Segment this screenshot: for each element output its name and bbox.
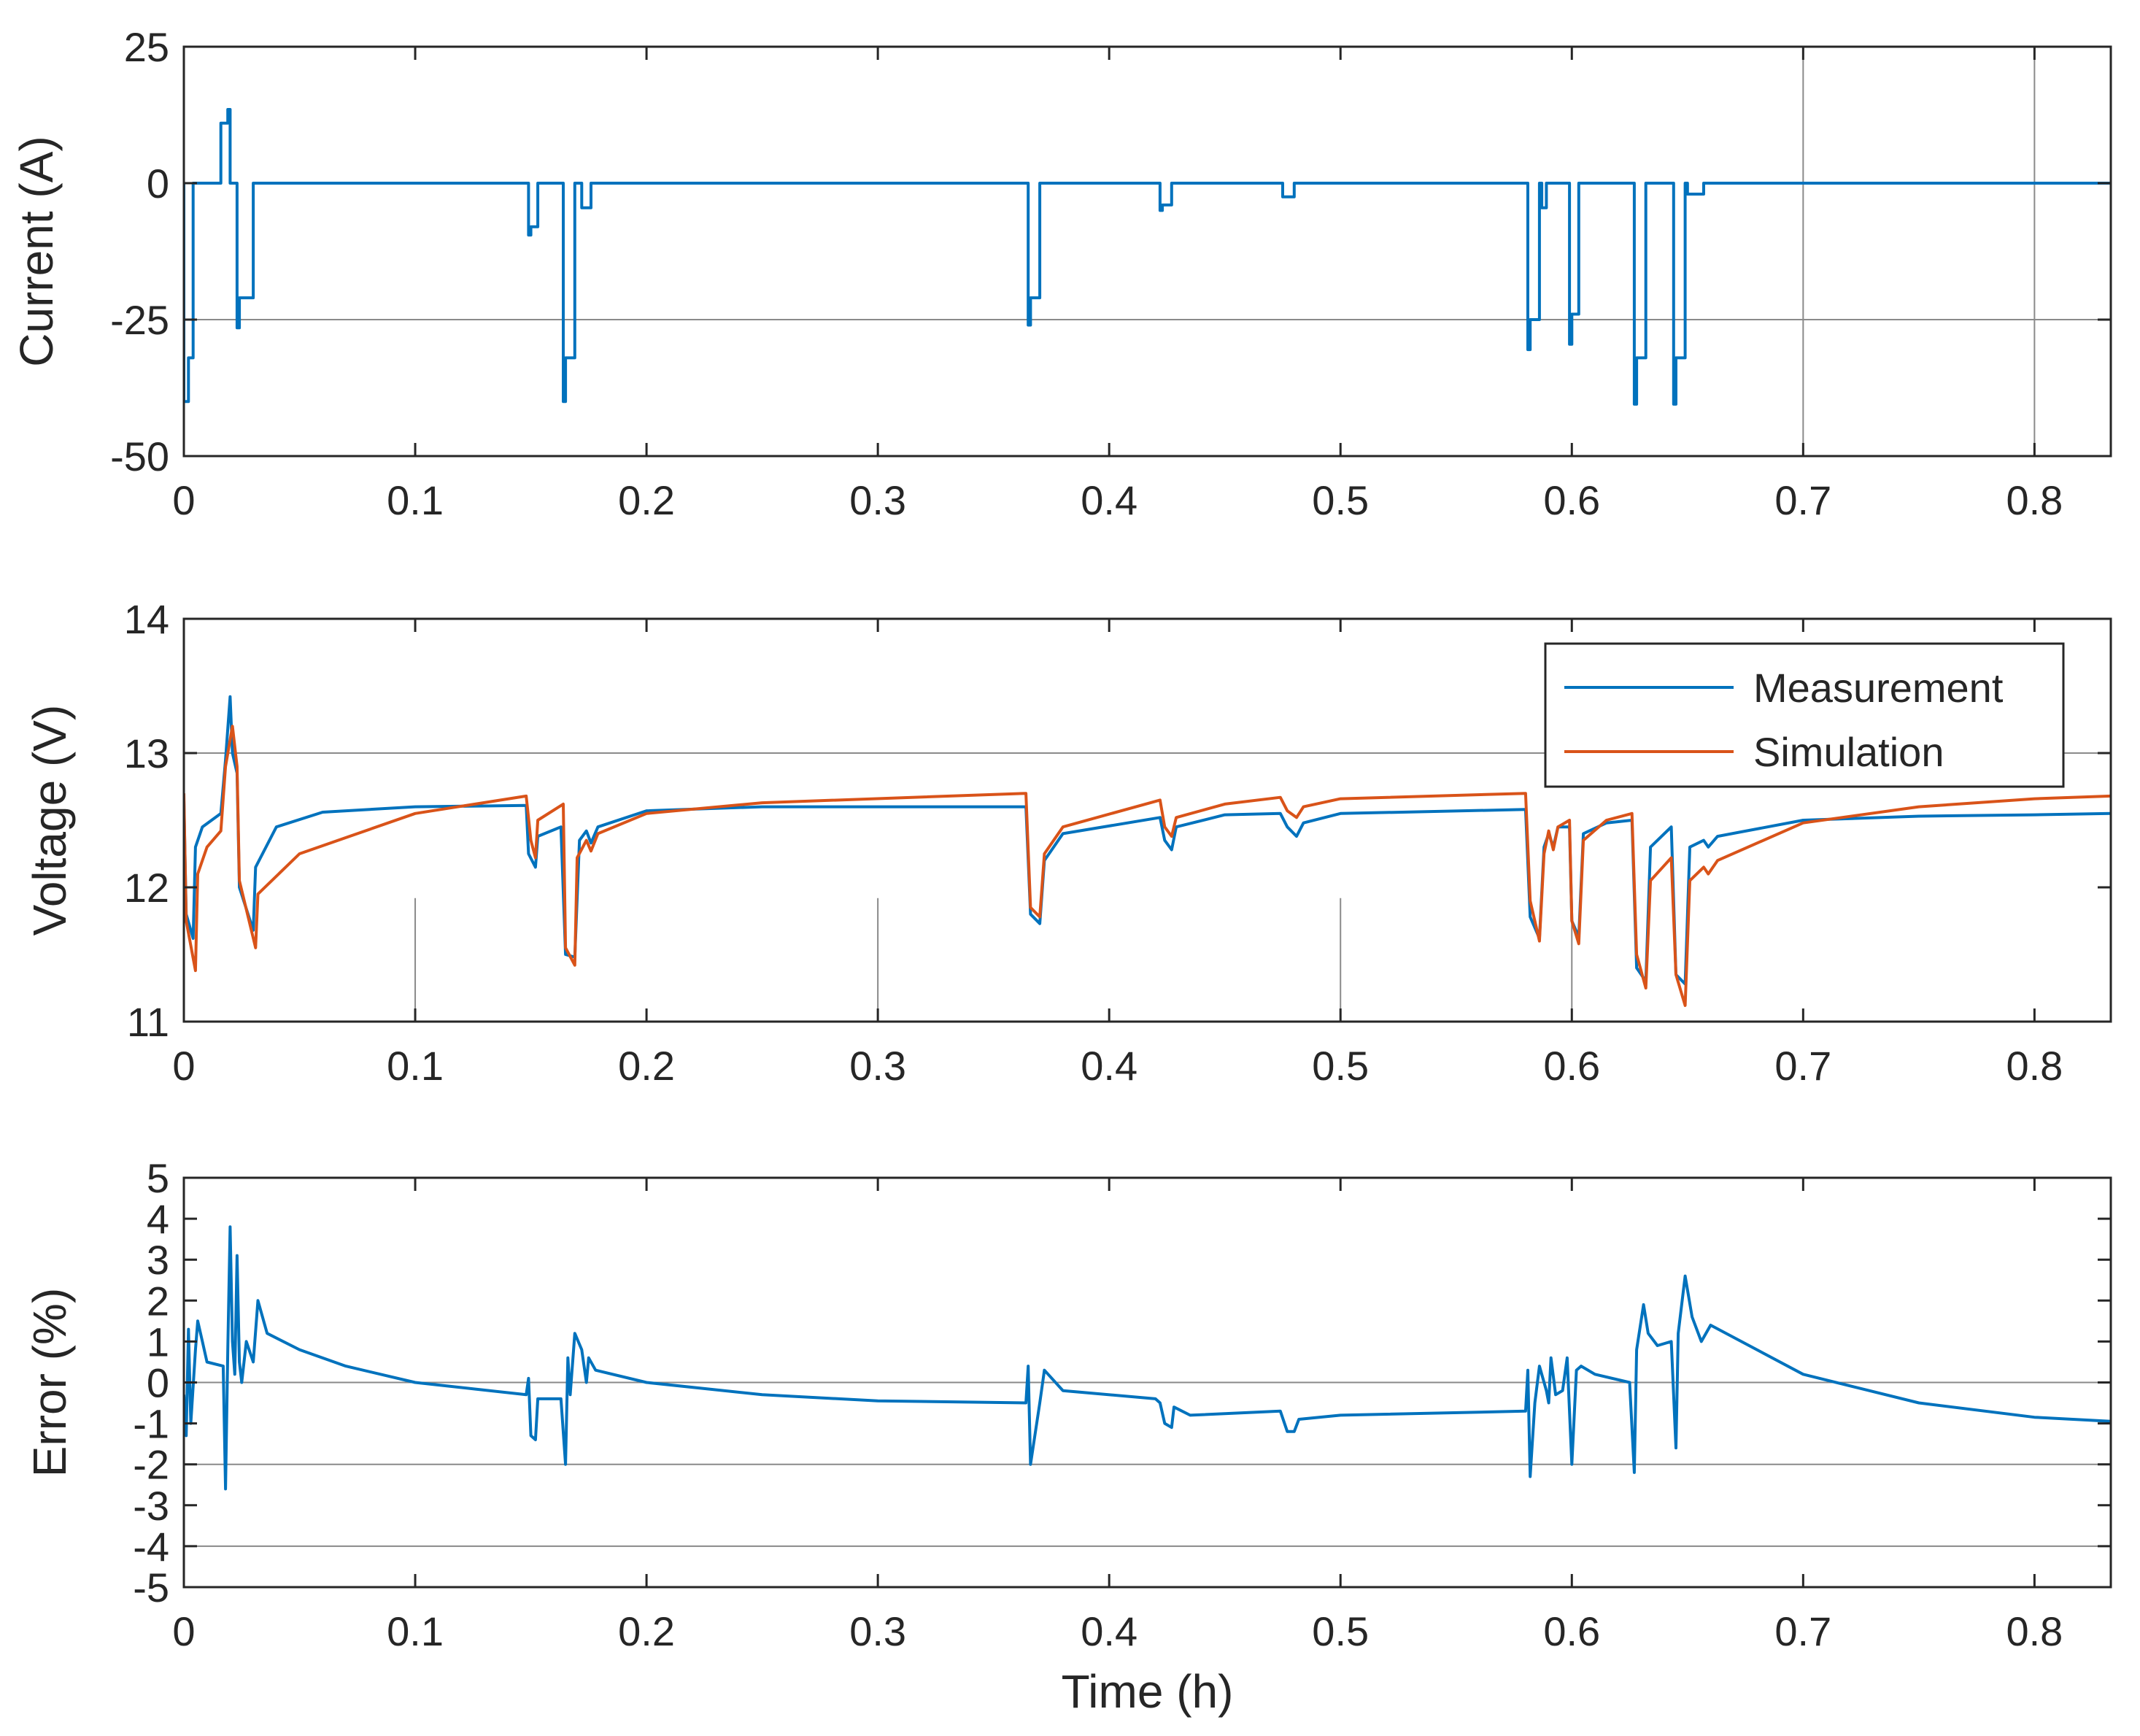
y-axis-label: Current (A) (10, 136, 63, 367)
chart-panel-2: 0 0.1 0.2 0.3 0.4 0.5 0.6 0.7 0.8 11 12 13 14 Voltage… (23, 596, 2112, 1089)
x-tick-label: 0.8 (2006, 1608, 2063, 1654)
series-line-error (184, 1225, 2111, 1491)
y-axis-label: Voltage (V) (23, 705, 76, 936)
x-tick-label: 0.6 (1543, 1608, 1600, 1654)
legend-box (1544, 642, 2065, 788)
y-tick-label: -5 (133, 1565, 169, 1610)
series-line-simulation (184, 725, 2111, 1007)
axes-box (182, 45, 2112, 458)
legend-label: Simulation (1753, 729, 1944, 775)
axes-box (182, 617, 2112, 1023)
x-tick-label: 0.3 (849, 1608, 906, 1654)
y-tick-label: 11 (127, 999, 169, 1045)
x-tick-label: 0.8 (2006, 1043, 2063, 1089)
y-tick-label: 13 (124, 730, 169, 776)
x-tick-label: 0.7 (1774, 477, 1831, 523)
y-tick-label: 5 (147, 1155, 169, 1201)
x-tick-label: 0.2 (618, 1043, 675, 1089)
x-tick-label: 0.8 (2006, 477, 2063, 523)
chart-panel-3: 0 0.1 0.2 0.3 0.4 0.5 0.6 0.7 0.8-5-4-3-2-101234… (23, 1155, 2112, 1718)
chart-panel-1: 0 0.1 0.2 0.3 0.4 0.5 0.6 0.7 0.8 -50 -25 0 25 Curren… (10, 24, 2112, 523)
x-tick-label: 0.1 (387, 1608, 444, 1654)
y-tick-label: 12 (124, 865, 169, 911)
y-tick-label: 25 (124, 24, 169, 70)
legend-label: Measurement (1753, 665, 2004, 711)
x-tick-label: 0.6 (1543, 477, 1600, 523)
y-tick-label: -25 (110, 297, 169, 343)
y-tick-label: -50 (110, 433, 169, 479)
x-tick-label: 0 (172, 477, 195, 523)
x-tick-label: 0.3 (849, 477, 906, 523)
x-tick-label: 0.5 (1312, 1043, 1369, 1089)
x-tick-label: 0.4 (1081, 1608, 1137, 1654)
x-axis-label: Time (h) (1062, 1665, 1234, 1718)
y-axis-label: Error (%) (23, 1288, 76, 1478)
y-tick-label: -2 (133, 1442, 169, 1488)
y-tick-label: -3 (133, 1483, 169, 1529)
x-tick-label: 0.6 (1543, 1043, 1600, 1089)
x-tick-label: 0 (172, 1043, 195, 1089)
y-tick-label: -1 (133, 1401, 169, 1447)
x-tick-label: 0.2 (618, 477, 675, 523)
y-tick-label: 0 (147, 1360, 169, 1406)
x-tick-label: 0.4 (1081, 1043, 1137, 1089)
x-tick-label: 0.1 (387, 477, 444, 523)
series-line-current (184, 108, 2111, 406)
y-tick-label: 0 (147, 161, 169, 207)
x-tick-label: 0.3 (849, 1043, 906, 1089)
x-tick-label: 0.2 (618, 1608, 675, 1654)
y-tick-label: 14 (124, 596, 169, 642)
x-tick-label: 0.5 (1312, 477, 1369, 523)
x-tick-label: 0 (172, 1608, 195, 1654)
y-tick-label: -4 (133, 1524, 169, 1570)
y-tick-label: 1 (147, 1319, 169, 1365)
x-tick-label: 0.4 (1081, 477, 1137, 523)
y-tick-label: 3 (147, 1237, 169, 1283)
x-tick-label: 0.1 (387, 1043, 444, 1089)
x-tick-label: 0.7 (1774, 1608, 1831, 1654)
legend: Measurement Simulation (1544, 642, 2065, 788)
x-tick-label: 0.5 (1312, 1608, 1369, 1654)
y-tick-label: 2 (147, 1278, 169, 1324)
plot-area (184, 47, 2111, 456)
y-tick-label: 4 (147, 1196, 169, 1242)
x-tick-label: 0.7 (1774, 1043, 1831, 1089)
